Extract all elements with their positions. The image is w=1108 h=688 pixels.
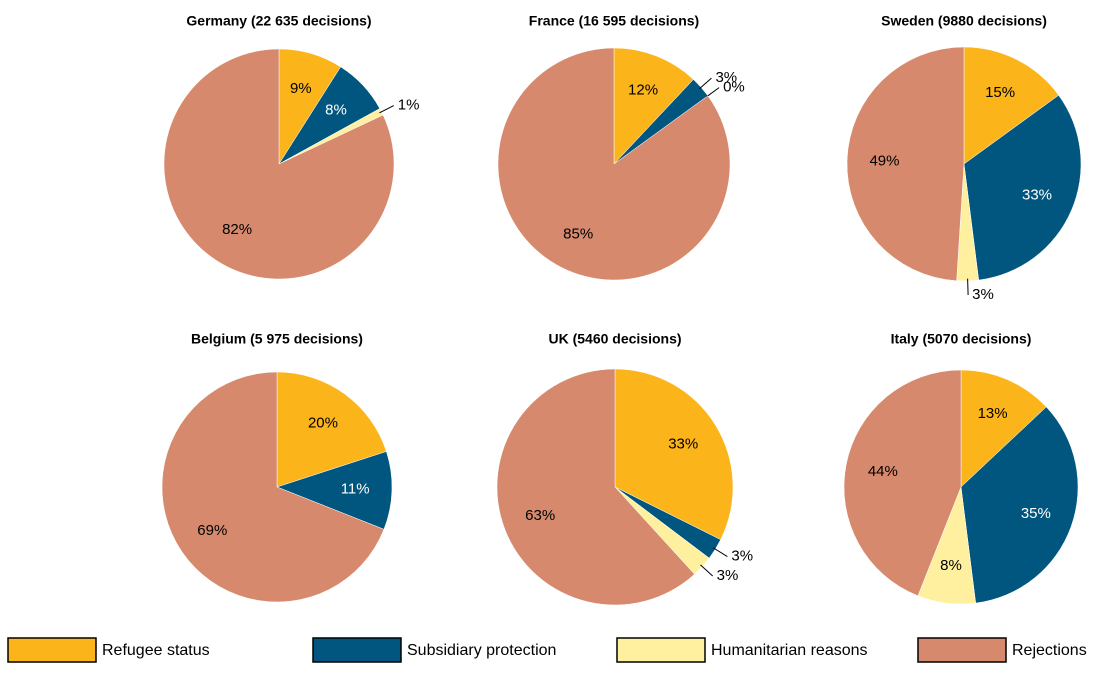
data-label: 3%	[972, 286, 994, 303]
legend-label: Rejections	[1012, 642, 1087, 659]
pie-slice	[963, 46, 1060, 165]
pie-slice	[276, 451, 393, 530]
pie-slice	[496, 368, 695, 606]
pie-slice	[161, 371, 385, 603]
data-label: 33%	[1022, 187, 1052, 204]
data-label: 8%	[940, 557, 962, 574]
data-label: 69%	[197, 522, 227, 539]
data-label: 63%	[525, 507, 555, 524]
chart-title: UK (5460 decisions)	[548, 331, 681, 347]
legend-swatch	[616, 637, 706, 663]
chart-title: Sweden (9880 decisions)	[881, 13, 1047, 29]
legend-swatch	[917, 637, 1007, 663]
data-label: 3%	[715, 69, 737, 86]
leader-line	[379, 105, 394, 114]
pie-slice	[960, 406, 1079, 604]
data-label: 0%	[723, 79, 745, 96]
leader-line	[713, 547, 728, 557]
chart-title: Italy (5070 decisions)	[891, 331, 1032, 347]
data-label: 11%	[341, 480, 370, 497]
data-label: 9%	[290, 80, 312, 97]
pie-slice	[613, 47, 694, 165]
data-label: 20%	[308, 415, 338, 432]
pie-slice	[163, 48, 395, 280]
data-label: 85%	[563, 225, 593, 242]
data-label: 13%	[978, 405, 1008, 422]
leader-line	[967, 278, 969, 295]
data-label: 82%	[222, 221, 252, 238]
data-label: 12%	[628, 82, 658, 99]
legend-label: Refugee status	[102, 642, 210, 659]
legend-label: Subsidiary protection	[407, 642, 556, 659]
data-label: 1%	[398, 96, 420, 113]
pie-slice	[614, 368, 734, 540]
data-label: 35%	[1021, 505, 1051, 522]
leader-line	[698, 77, 712, 90]
chart-title: Belgium (5 975 decisions)	[191, 331, 363, 347]
chart-title: Germany (22 635 decisions)	[186, 13, 371, 29]
legend-swatch	[7, 637, 97, 663]
chart-title: France (16 595 decisions)	[529, 13, 699, 29]
pie-slice	[846, 46, 965, 282]
data-label: 8%	[325, 101, 347, 118]
data-label: 33%	[668, 436, 698, 453]
pie-slice	[276, 371, 387, 488]
data-label: 44%	[868, 463, 898, 480]
pie-slice	[497, 47, 731, 281]
pie-slice	[960, 369, 1047, 488]
pie-slice	[843, 369, 962, 597]
legend-label: Humanitarian reasons	[711, 642, 868, 659]
data-label: 3%	[717, 567, 739, 584]
leader-line	[705, 87, 720, 98]
leader-line	[700, 564, 714, 577]
pie-slice	[963, 94, 1082, 281]
data-label: 49%	[869, 152, 899, 169]
data-label: 3%	[731, 548, 753, 565]
legend-swatch	[312, 637, 402, 663]
data-label: 15%	[985, 84, 1015, 101]
